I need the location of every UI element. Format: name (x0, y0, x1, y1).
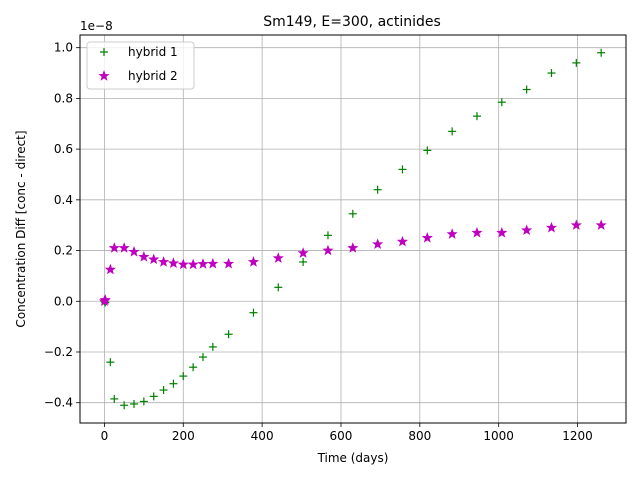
data-point (597, 48, 606, 57)
y-tick-label: 0.6 (54, 142, 73, 156)
data-point (189, 363, 198, 372)
data-point (198, 353, 207, 362)
data-point (139, 397, 148, 406)
y-tick-label: 1.0 (54, 41, 73, 55)
y-offset-label: 1e−8 (80, 19, 113, 33)
data-point (177, 258, 189, 270)
data-point (398, 165, 407, 174)
y-tick-label: 0.8 (54, 91, 73, 105)
legend-box (86, 41, 195, 90)
data-point (423, 146, 432, 155)
data-point (104, 263, 116, 275)
data-point (521, 224, 533, 236)
data-point (522, 85, 531, 94)
x-tick-label: 800 (408, 429, 431, 443)
data-point (169, 379, 178, 388)
data-point (323, 231, 332, 240)
data-point (158, 256, 170, 267)
data-point (208, 342, 217, 351)
data-point (247, 256, 260, 267)
data-point (496, 226, 508, 238)
legend-marker-hybrid-2 (98, 70, 110, 81)
data-point (128, 245, 140, 257)
legend-symbol (100, 48, 108, 56)
data-point (570, 219, 582, 230)
data-point (421, 232, 433, 243)
data-point (572, 58, 581, 67)
data-point (118, 242, 130, 253)
x-axis-ticks: 0 200 400 600 800 1000 1200 (101, 423, 593, 443)
data-point (120, 401, 129, 410)
data-point (149, 392, 158, 401)
legend-symbol (98, 70, 110, 81)
data-point (179, 372, 188, 381)
data-point (110, 394, 119, 403)
legend-marker-hybrid-1 (100, 48, 108, 56)
y-tick-label: 0.0 (54, 294, 73, 308)
data-point (197, 258, 209, 269)
data-point (159, 386, 168, 395)
legend-label-hybrid-1: hybrid 1 (128, 45, 178, 59)
axes-frame (79, 34, 627, 424)
data-point (545, 221, 558, 233)
data-point (297, 247, 309, 258)
data-point (472, 112, 481, 121)
data-point (347, 242, 359, 253)
data-point (547, 69, 556, 78)
data-point (372, 238, 384, 249)
data-point (272, 252, 284, 263)
data-point (446, 228, 458, 239)
x-tick-label: 400 (251, 429, 274, 443)
data-point (396, 235, 409, 247)
data-point (448, 127, 457, 136)
data-point (373, 185, 382, 194)
x-tick-label: 0 (101, 429, 109, 443)
chart-title: Sm149, E=300, actinides (263, 14, 441, 30)
y-axis-label: Concentration Diff [conc - direct] (14, 130, 28, 327)
y-tick-label: 0.4 (54, 193, 73, 207)
x-tick-label: 600 (330, 429, 353, 443)
data-point (348, 209, 357, 218)
plot-area (98, 48, 607, 410)
data-point (223, 257, 235, 269)
data-point (299, 257, 308, 266)
y-tick-label: 0.2 (54, 244, 73, 258)
data-point (322, 244, 334, 256)
legend: hybrid 1 hybrid 2 (86, 41, 195, 90)
data-point (224, 330, 233, 339)
data-point (130, 399, 139, 408)
data-point (138, 251, 150, 262)
data-point (497, 98, 506, 107)
series-2 (98, 219, 607, 307)
y-tick-label: −0.2 (44, 345, 73, 359)
legend-label-hybrid-2: hybrid 2 (128, 69, 178, 83)
y-axis-ticks: −0.4 −0.2 0.0 0.2 0.4 0.6 0.8 1.0 (44, 41, 80, 410)
data-point (274, 283, 283, 292)
data-point (187, 258, 199, 270)
data-point (249, 308, 258, 317)
data-point (108, 242, 120, 253)
data-point (207, 257, 219, 269)
data-point (106, 358, 115, 367)
data-point (99, 294, 111, 305)
x-axis-label: Time (days) (317, 451, 389, 465)
data-point (148, 253, 160, 265)
x-tick-label: 1200 (562, 429, 593, 443)
x-tick-label: 200 (172, 429, 195, 443)
data-point (595, 219, 607, 230)
y-tick-label: −0.4 (44, 396, 73, 410)
data-point (471, 226, 483, 238)
data-point (167, 257, 180, 268)
x-tick-label: 1000 (483, 429, 514, 443)
